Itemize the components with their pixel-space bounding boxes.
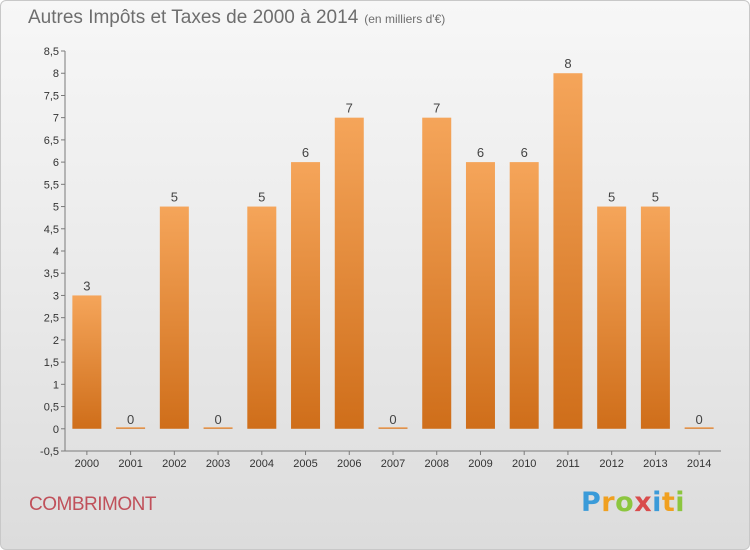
bar-2013 bbox=[640, 206, 670, 429]
x-tick-label: 2002 bbox=[162, 458, 186, 470]
proxiti-logo: Proxiti bbox=[581, 487, 685, 518]
x-tick-label: 2009 bbox=[468, 458, 492, 470]
y-tick-label: 7,5 bbox=[44, 90, 59, 102]
chart-title-text: Autres Impôts et Taxes de 2000 à 2014 bbox=[28, 7, 359, 28]
x-tick-label: 2012 bbox=[599, 458, 623, 470]
bar-2000 bbox=[72, 295, 102, 429]
bar-value-label: 0 bbox=[127, 412, 134, 427]
x-tick-label: 2000 bbox=[75, 458, 99, 470]
logo-letter: r bbox=[601, 487, 616, 518]
chart-title: Autres Impôts et Taxes de 2000 à 2014 (en… bbox=[28, 7, 445, 29]
bar-2010 bbox=[509, 162, 539, 429]
bar-2008 bbox=[422, 117, 452, 429]
y-tick-label: 5 bbox=[53, 202, 59, 214]
bar-value-label: 3 bbox=[83, 278, 90, 293]
logo-letter: o bbox=[615, 487, 635, 518]
bar-2003 bbox=[203, 427, 233, 429]
x-tick-label: 2007 bbox=[381, 458, 405, 470]
bar-value-label: 7 bbox=[433, 101, 440, 116]
bar-2004 bbox=[247, 206, 277, 429]
bar-2005 bbox=[291, 162, 321, 429]
y-tick-label: 3,5 bbox=[44, 268, 59, 280]
y-tick-label: 0 bbox=[53, 424, 59, 436]
x-tick-label: 2008 bbox=[424, 458, 448, 470]
bar-value-label: 6 bbox=[477, 145, 484, 160]
bar-value-label: 5 bbox=[171, 190, 178, 205]
x-tick-label: 2001 bbox=[118, 458, 142, 470]
logo-letter: P bbox=[581, 487, 602, 518]
bar-2002 bbox=[159, 206, 189, 429]
town-name: COMBRIMONT bbox=[29, 494, 156, 515]
logo-letter: x bbox=[634, 487, 653, 518]
y-tick-label: 6 bbox=[53, 157, 59, 169]
x-tick-label: 2010 bbox=[512, 458, 536, 470]
x-tick-label: 2004 bbox=[250, 458, 274, 470]
bar-value-label: 5 bbox=[608, 190, 615, 205]
y-tick-label: 1,5 bbox=[44, 357, 59, 369]
bar-value-label: 0 bbox=[389, 412, 396, 427]
y-tick-label: 8 bbox=[53, 68, 59, 80]
logo-letter: t bbox=[661, 487, 676, 518]
x-tick-label: 2011 bbox=[556, 458, 580, 470]
bar-value-label: 0 bbox=[696, 412, 703, 427]
y-tick-label: 4 bbox=[53, 246, 59, 258]
x-tick-label: 2006 bbox=[337, 458, 361, 470]
bar-value-label: 5 bbox=[258, 190, 265, 205]
y-tick-label: 3 bbox=[53, 290, 59, 302]
y-tick-label: 1 bbox=[53, 379, 59, 391]
x-tick-label: 2014 bbox=[687, 458, 711, 470]
y-tick-label: 7 bbox=[53, 113, 59, 125]
y-tick-label: 2 bbox=[53, 335, 59, 347]
y-tick-label: -0,5 bbox=[40, 446, 59, 458]
bar-2012 bbox=[597, 206, 627, 429]
chart-unit-note: (en milliers d'€) bbox=[364, 12, 446, 26]
bar-2007 bbox=[378, 427, 408, 429]
y-tick-label: 5,5 bbox=[44, 179, 59, 191]
logo-letter: i bbox=[675, 487, 686, 518]
bar-2001 bbox=[116, 427, 146, 429]
bar-value-label: 6 bbox=[302, 145, 309, 160]
y-tick-label: 4,5 bbox=[44, 224, 59, 236]
bar-value-label: 6 bbox=[521, 145, 528, 160]
x-tick-label: 2003 bbox=[206, 458, 230, 470]
y-tick-label: 6,5 bbox=[44, 135, 59, 147]
bar-value-label: 7 bbox=[346, 101, 353, 116]
x-tick-label: 2005 bbox=[293, 458, 317, 470]
bar-value-label: 0 bbox=[214, 412, 221, 427]
logo-letter: i bbox=[652, 487, 662, 518]
bar-2006 bbox=[334, 117, 364, 429]
y-tick-label: 8,5 bbox=[44, 46, 59, 58]
bar-value-label: 5 bbox=[652, 190, 659, 205]
bar-2014 bbox=[684, 427, 714, 429]
x-tick-label: 2013 bbox=[643, 458, 667, 470]
bar-2011 bbox=[553, 73, 583, 429]
y-tick-label: 0,5 bbox=[44, 402, 59, 414]
bar-value-label: 8 bbox=[564, 56, 571, 71]
bar-2009 bbox=[465, 162, 495, 429]
y-tick-label: 2,5 bbox=[44, 313, 59, 325]
